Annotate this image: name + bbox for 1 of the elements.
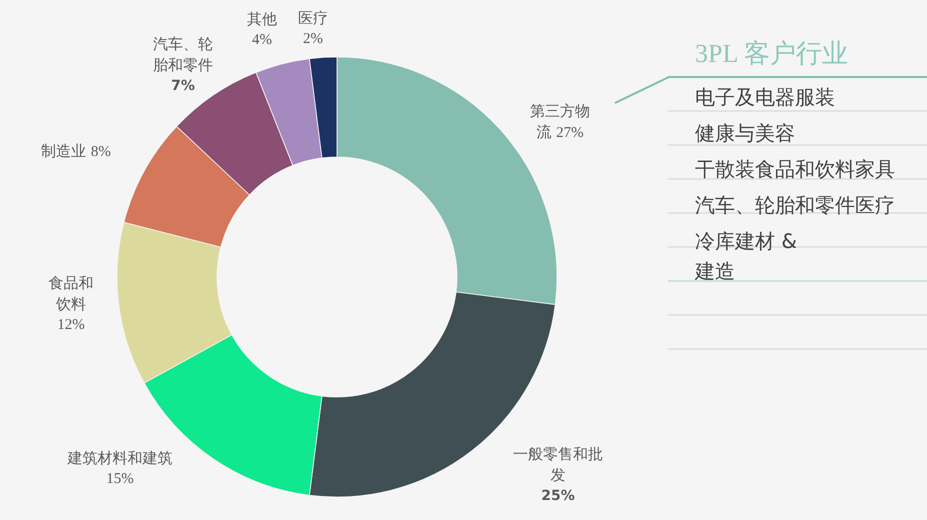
card-title: 3PL 客户行业 [695, 39, 848, 69]
